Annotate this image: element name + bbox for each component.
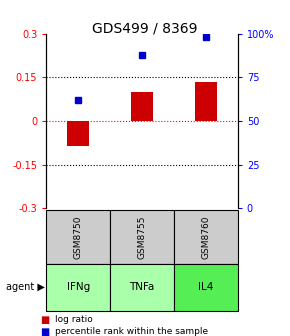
Text: GSM8755: GSM8755: [137, 215, 147, 259]
Text: ■: ■: [41, 327, 50, 336]
Text: GDS499 / 8369: GDS499 / 8369: [92, 22, 198, 36]
Text: GSM8760: GSM8760: [201, 215, 211, 259]
Text: agent ▶: agent ▶: [6, 282, 45, 292]
Text: GSM8750: GSM8750: [74, 215, 83, 259]
Text: IFNg: IFNg: [67, 282, 90, 292]
Text: ■: ■: [41, 315, 50, 325]
Bar: [131, 92, 153, 121]
Text: percentile rank within the sample: percentile rank within the sample: [55, 327, 208, 336]
Bar: [67, 121, 89, 146]
Text: log ratio: log ratio: [55, 316, 93, 324]
Text: TNFa: TNFa: [129, 282, 155, 292]
Bar: [195, 82, 217, 121]
Text: IL4: IL4: [198, 282, 214, 292]
